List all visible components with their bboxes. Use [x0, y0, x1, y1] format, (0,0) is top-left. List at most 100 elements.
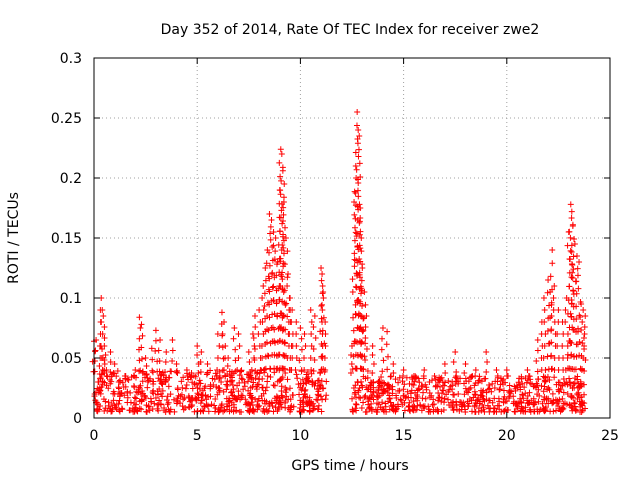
y-tick-label: 0.15 — [51, 231, 82, 247]
data-point — [555, 307, 562, 313]
data-point-stack — [351, 188, 358, 195]
data-point-stack — [281, 287, 288, 294]
band-point — [489, 399, 496, 406]
data-point-stack — [298, 335, 305, 342]
data-point-stack — [362, 357, 369, 363]
band-point — [296, 408, 303, 415]
band-point — [503, 398, 510, 405]
band-point — [299, 399, 306, 406]
data-point-stack — [122, 376, 129, 382]
data-point-stack — [362, 324, 369, 330]
band-point — [349, 395, 356, 402]
band-point — [278, 404, 285, 411]
data-point-stack — [264, 352, 271, 359]
data-point-stack — [278, 207, 285, 214]
data-point-stack — [359, 366, 366, 373]
band-point — [210, 382, 217, 389]
band-point — [465, 403, 472, 410]
data-point-stack — [361, 353, 368, 360]
data-point-stack — [296, 357, 303, 364]
data-point-stack — [251, 357, 258, 363]
band-point — [362, 392, 369, 399]
data-point-stack — [369, 370, 376, 376]
band-point — [452, 374, 459, 381]
data-point — [221, 319, 228, 325]
data-point-stack — [279, 276, 286, 283]
band-point — [378, 373, 385, 380]
data-point-stack — [362, 301, 369, 308]
data-point — [277, 146, 284, 153]
data-point-stack — [349, 289, 356, 295]
band-point — [451, 391, 458, 398]
data-point — [351, 199, 358, 205]
data-point-stack — [261, 303, 268, 309]
band-point — [248, 399, 255, 406]
band-point — [397, 396, 404, 403]
band-point — [571, 384, 578, 391]
data-point-stack — [357, 228, 364, 235]
data-point — [421, 367, 428, 373]
data-point-stack — [559, 343, 566, 349]
data-point-stack — [259, 295, 266, 301]
band-point — [441, 382, 448, 389]
data-point — [359, 265, 366, 271]
band-point — [571, 403, 578, 410]
data-point — [576, 259, 583, 265]
data-point — [363, 313, 370, 319]
data-point — [245, 349, 252, 355]
band-point — [167, 391, 174, 398]
band-point — [555, 402, 562, 409]
band-point — [271, 382, 278, 389]
data-point-stack — [409, 376, 416, 382]
data-point — [100, 313, 107, 319]
data-point-stack — [143, 363, 150, 369]
band-point — [471, 403, 478, 410]
band-point — [317, 381, 324, 388]
data-point — [163, 349, 170, 355]
band-point — [204, 403, 211, 410]
data-point-stack — [107, 369, 114, 375]
band-point — [173, 369, 180, 376]
band-point — [506, 388, 513, 395]
data-point-stack — [279, 314, 286, 321]
data-point — [266, 211, 273, 217]
band-point — [240, 386, 247, 393]
band-point — [480, 387, 487, 394]
data-point-stack — [278, 177, 285, 184]
band-point — [501, 393, 508, 400]
band-point — [549, 400, 556, 407]
band-point — [388, 373, 395, 380]
band-point — [167, 408, 174, 415]
data-point-stack — [356, 231, 363, 238]
band-point — [278, 392, 285, 399]
band-point — [259, 384, 266, 391]
band-point — [300, 406, 307, 413]
band-point — [196, 380, 203, 387]
band-point — [519, 380, 526, 387]
x-tick-label: 15 — [395, 428, 413, 444]
band-point — [126, 407, 133, 414]
band-point — [542, 407, 549, 414]
band-point — [426, 378, 433, 385]
data-point — [369, 343, 376, 349]
band-point — [369, 392, 376, 399]
data-point-stack — [554, 331, 561, 337]
data-point-stack — [197, 359, 204, 365]
band-point — [198, 391, 205, 398]
band-point — [259, 375, 266, 382]
data-point-stack — [562, 319, 569, 325]
data-point-stack — [541, 343, 548, 349]
data-point-stack — [566, 283, 573, 290]
band-point — [411, 403, 418, 410]
band-point — [422, 395, 429, 402]
data-point-stack — [204, 370, 211, 376]
data-point-stack — [350, 353, 357, 360]
band-point — [406, 406, 413, 413]
data-point-stack — [573, 353, 580, 360]
band-point — [150, 387, 157, 394]
data-point-stack — [358, 341, 365, 347]
band-point — [549, 390, 556, 397]
data-point-stack — [384, 366, 391, 373]
band-point — [461, 391, 468, 398]
band-point — [519, 405, 526, 412]
